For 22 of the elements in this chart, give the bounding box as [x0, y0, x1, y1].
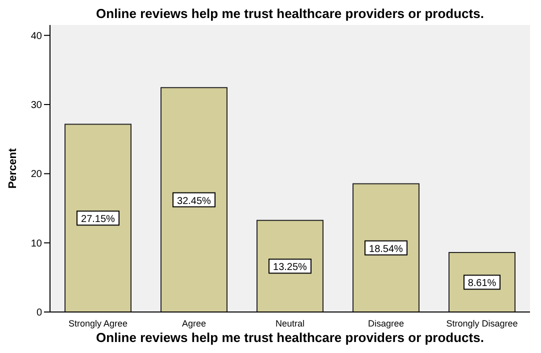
- bar: [160, 87, 228, 312]
- x-tick-label: Strongly Disagree: [446, 318, 518, 328]
- data-label: 13.25%: [273, 262, 308, 274]
- y-tick-label: 40: [30, 30, 42, 42]
- data-label: 8.61%: [468, 278, 496, 290]
- y-tick-label: 30: [30, 100, 42, 112]
- data-label: 18.54%: [369, 244, 404, 255]
- bar: [64, 124, 132, 312]
- y-tick-label: 10: [30, 238, 42, 250]
- x-axis-title: Online reviews help me trust healthcare providers or products.: [95, 330, 485, 345]
- y-axis-title: Percent: [6, 148, 19, 189]
- y-tick-label: 20: [30, 169, 42, 180]
- x-tick-label: Agree: [182, 318, 206, 328]
- bar: [352, 183, 420, 312]
- y-tick-label: 0: [36, 308, 42, 319]
- bar: [256, 220, 324, 312]
- x-tick-label: Disagree: [368, 318, 404, 328]
- x-tick-label: Strongly Agree: [68, 318, 128, 328]
- chart-title: Online reviews help me trust healthcare providers or products.: [95, 6, 485, 21]
- data-label: 32.45%: [177, 196, 212, 207]
- data-label: 27.15%: [81, 214, 116, 226]
- x-tick-label: Neutral: [275, 318, 305, 328]
